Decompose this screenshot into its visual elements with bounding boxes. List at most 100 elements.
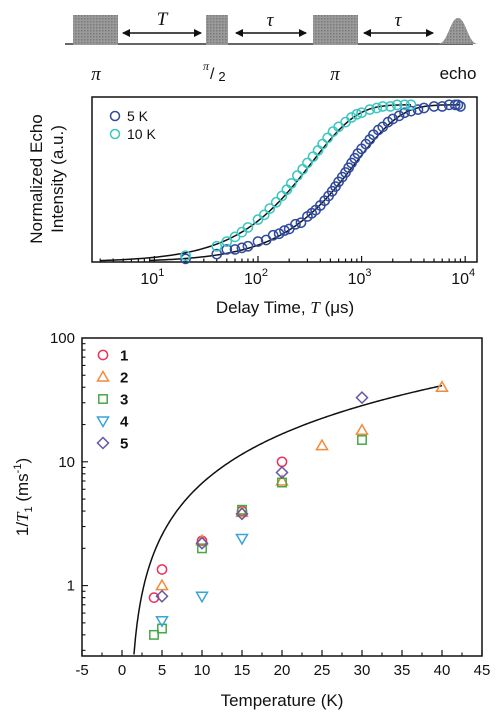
data-point: [197, 543, 207, 554]
data-point: [452, 99, 464, 111]
pulse-label-pi-half: π / 2: [203, 59, 226, 84]
chart2-xtick-label: -5: [75, 662, 88, 679]
chart2-xtick-label: 30: [354, 662, 371, 679]
data-point: [264, 203, 276, 214]
data-point: [364, 104, 376, 115]
series-compound-1: [148, 456, 288, 603]
data-point: [292, 170, 303, 181]
legend-marker-3: [98, 394, 108, 404]
data-point: [221, 244, 233, 255]
delay-tau-label-1: τ: [267, 10, 275, 31]
chart-delay-time: 101 102 103 104 5 K 10 K Normalized Echo In…: [27, 96, 478, 317]
data-point: [211, 248, 223, 260]
pulse-label-echo: echo: [440, 64, 477, 83]
data-point: [236, 242, 248, 254]
data-point: [286, 178, 297, 189]
chart1-xtick-label: 104: [451, 267, 475, 288]
chart2-xtick-label: 45: [474, 662, 491, 679]
data-point: [355, 391, 369, 405]
data-point: [221, 236, 233, 247]
series-compound-5: [155, 391, 369, 603]
data-point: [252, 236, 264, 247]
chart2-ytick-label: 10: [58, 454, 75, 471]
chart2-ylabel: 1/T1 (ms-1): [12, 458, 35, 536]
chart2-legend: 1 2 3 4 5: [96, 348, 129, 453]
data-point: [273, 228, 285, 240]
echo-signal: [438, 18, 478, 44]
series-5K: [180, 99, 466, 265]
chart2-xtick-label: 5: [158, 662, 166, 679]
legend-label-3: 3: [120, 392, 128, 409]
data-point: [156, 564, 168, 575]
pulse-label-pi-2: π: [330, 64, 340, 85]
chart2-xtick-label: 35: [394, 662, 411, 679]
series-compound-4: [155, 533, 249, 628]
legend-label-2: 2: [120, 370, 128, 387]
chart1-xlabel: Delay Time, T (μs): [216, 298, 354, 317]
series-10K: [180, 99, 417, 262]
legend-marker-5K: [109, 110, 121, 122]
chart2-ytick-label: 1: [67, 578, 75, 595]
data-point: [377, 101, 389, 112]
data-point: [252, 214, 264, 225]
chart2-xlabel: Temperature (K): [221, 691, 344, 710]
data-point: [267, 229, 279, 241]
legend-label-10K: 10 K: [127, 126, 156, 142]
data-point: [385, 101, 396, 112]
chart2-xtick-label: 15: [234, 662, 251, 679]
pulse-label-pi-half-den: 2: [218, 69, 225, 84]
data-point: [279, 225, 290, 236]
pulse-pi-half: [206, 15, 228, 45]
data-point: [295, 217, 307, 229]
data-point: [371, 102, 383, 114]
data-point: [391, 99, 403, 111]
chart1-ylabel-line2: Intensity (a.u.): [48, 125, 67, 233]
legend-marker-10K: [109, 128, 121, 140]
pulse-label-pi-1: π: [91, 64, 101, 85]
chart2-frame: [81, 337, 483, 657]
data-point: [405, 105, 417, 117]
legend-label-1: 1: [120, 348, 128, 365]
data-point: [290, 218, 301, 230]
data-point: [242, 222, 254, 233]
pulse-pi-2: [313, 15, 358, 45]
delay-tau-label-2: τ: [395, 10, 403, 31]
data-point: [155, 589, 169, 603]
fit-curve: [133, 384, 443, 655]
data-point: [357, 435, 367, 445]
pulse-sequence: T τ τ π π / 2 π echo: [65, 9, 478, 85]
data-point: [399, 107, 410, 119]
data-point: [435, 380, 449, 393]
data-point: [387, 113, 399, 125]
legend-marker-1: [97, 349, 109, 361]
data-point: [302, 157, 313, 169]
legend-marker-2: [96, 370, 110, 382]
data-point: [275, 473, 289, 486]
chart1-ylabel: Normalized Echo Intensity (a.u.): [27, 114, 67, 243]
pulse-label-pi-half-num: π: [203, 59, 210, 73]
data-point: [275, 465, 289, 480]
legend-label-4: 4: [120, 414, 129, 431]
data-point: [340, 116, 351, 128]
data-point: [322, 132, 333, 144]
data-point: [346, 112, 357, 123]
chart2-xtick-label: 40: [434, 662, 451, 679]
delay-T-label: T: [157, 9, 169, 30]
legend-marker-5: [96, 436, 110, 450]
data-point: [315, 438, 329, 451]
pulse-label-pi-half-slash: /: [210, 66, 215, 83]
data-point: [155, 616, 169, 628]
data-point: [393, 110, 405, 122]
chart1-xtick-label: 102: [244, 267, 268, 288]
data-point: [276, 456, 288, 468]
pulse-pi-1: [73, 15, 118, 45]
chart2-ytick-label: 100: [50, 330, 75, 347]
chart1-xtick-label: 103: [348, 267, 372, 288]
chart2-xtick-label: 0: [118, 662, 126, 679]
data-point: [195, 591, 209, 604]
data-point: [351, 108, 363, 120]
chart1-legend: 5 K 10 K: [109, 108, 156, 142]
data-point: [399, 99, 410, 111]
